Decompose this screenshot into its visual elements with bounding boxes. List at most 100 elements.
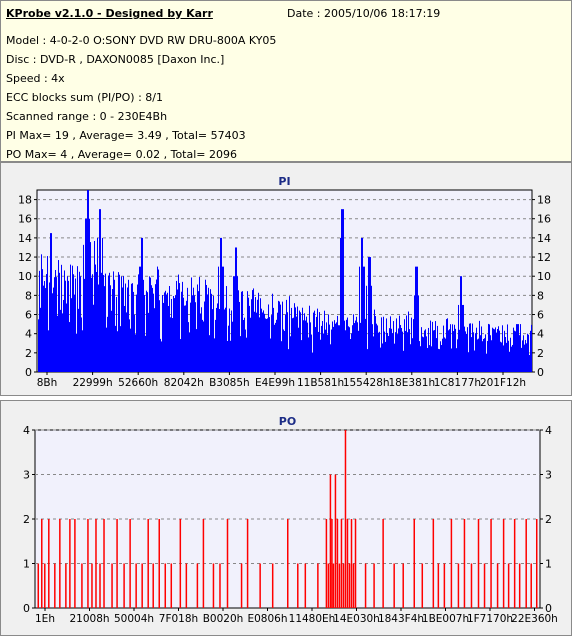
pi-bar (403, 350, 404, 372)
po-bar (304, 563, 307, 608)
pi-bar (335, 323, 336, 372)
x-tick-label: 1C8177h (434, 377, 481, 389)
po-bar (332, 563, 335, 608)
y-tick-label-left: 16 (18, 213, 32, 226)
pi-bar (287, 312, 288, 372)
y-tick-label-right: 6 (537, 309, 544, 322)
pi-bar (242, 291, 243, 372)
y-tick-label-left: 10 (18, 270, 32, 283)
pi-bar (124, 305, 125, 372)
pi-bar (262, 312, 263, 372)
po-bar (317, 563, 319, 608)
pi-bar (401, 327, 402, 372)
y-tick-label-right: 12 (537, 251, 551, 264)
pi-bar (364, 266, 365, 372)
pi-bar (55, 269, 56, 372)
pi-bar (151, 285, 152, 372)
po-bar (443, 563, 446, 608)
info-ecc-blocks: ECC blocks sum (PI/PO) : 8/1 (6, 91, 163, 104)
pi-bar (491, 340, 492, 372)
pi-bar (504, 330, 505, 372)
po-bar (116, 519, 118, 608)
pi-bar (329, 324, 330, 372)
pi-bar (430, 320, 431, 372)
x-tick-label: 14E030h (333, 613, 380, 625)
po-bar (525, 519, 527, 608)
pi-bar (87, 190, 88, 372)
pi-bar (299, 310, 300, 372)
pi-bar (328, 314, 329, 372)
pi-bar (492, 327, 493, 372)
pi-bar (108, 275, 109, 372)
pi-bar (237, 276, 238, 372)
po-bar (437, 563, 440, 608)
x-tick-label: 82042h (164, 377, 204, 389)
pi-bar (469, 323, 470, 372)
y-tick-label-left: 12 (18, 251, 32, 264)
pi-bar (191, 277, 192, 372)
pi-bar (472, 323, 473, 372)
pi-bar (145, 335, 146, 372)
pi-bar (467, 327, 468, 372)
pi-bar (470, 323, 471, 372)
pi-bar (337, 315, 338, 372)
x-tick-label: 21008h (69, 613, 109, 625)
pi-bar (121, 276, 122, 372)
pi-bar (345, 330, 346, 372)
pi-bar (72, 265, 73, 372)
pi-bar (195, 302, 196, 372)
pi-bar (208, 287, 209, 372)
pi-bar (258, 292, 259, 372)
pi-bar (126, 312, 127, 372)
pi-bar (422, 336, 423, 372)
po-bar (382, 519, 384, 608)
pi-bar (376, 323, 377, 372)
po-bar (297, 563, 299, 608)
pi-bar (136, 294, 137, 372)
po-bar (338, 563, 341, 608)
x-tick-label: 18E381h (388, 377, 435, 389)
pi-bar (513, 327, 514, 372)
po-bar (226, 519, 229, 608)
y-tick-label-left: 0 (25, 366, 32, 379)
x-tick-label: B0020h (203, 613, 244, 625)
pi-bar (252, 290, 253, 372)
pi-bar (314, 310, 315, 372)
pi-bar (68, 280, 69, 372)
pi-bar (346, 319, 347, 372)
po-bar (164, 563, 167, 608)
pi-bar (88, 190, 89, 372)
pi-bar (398, 328, 399, 372)
pi-bar (324, 310, 325, 372)
po-bar (152, 563, 154, 608)
pi-bar (447, 318, 448, 372)
pi-bar (149, 276, 150, 372)
pi-bar (205, 279, 206, 372)
pi-bar (138, 274, 139, 372)
pi-bar (127, 287, 128, 372)
pi-bar (230, 340, 231, 372)
pi-bar (221, 237, 222, 372)
pi-bar (429, 345, 430, 372)
pi-bar (442, 338, 443, 372)
x-tick-label: E0806h (247, 613, 287, 625)
pi-bar (518, 324, 519, 372)
pi-bar (497, 328, 498, 372)
pi-bar (169, 286, 170, 372)
pi-bar (279, 301, 280, 372)
info-pi-stats: PI Max= 19 , Average= 3.49 , Total= 5740… (6, 129, 246, 142)
po-bar (65, 563, 67, 608)
pi-bar (159, 300, 160, 372)
pi-bar (181, 291, 182, 372)
pi-bar (312, 352, 313, 372)
pi-bar (498, 326, 499, 372)
pi-bar (520, 324, 521, 372)
pi-bar (171, 299, 172, 372)
pi-bar (297, 306, 298, 372)
pi-bar (311, 334, 312, 372)
pi-bar (352, 325, 353, 372)
pi-bar (247, 291, 248, 372)
po-bar (331, 519, 333, 608)
pi-bar (218, 266, 219, 372)
pi-bar (233, 276, 234, 372)
